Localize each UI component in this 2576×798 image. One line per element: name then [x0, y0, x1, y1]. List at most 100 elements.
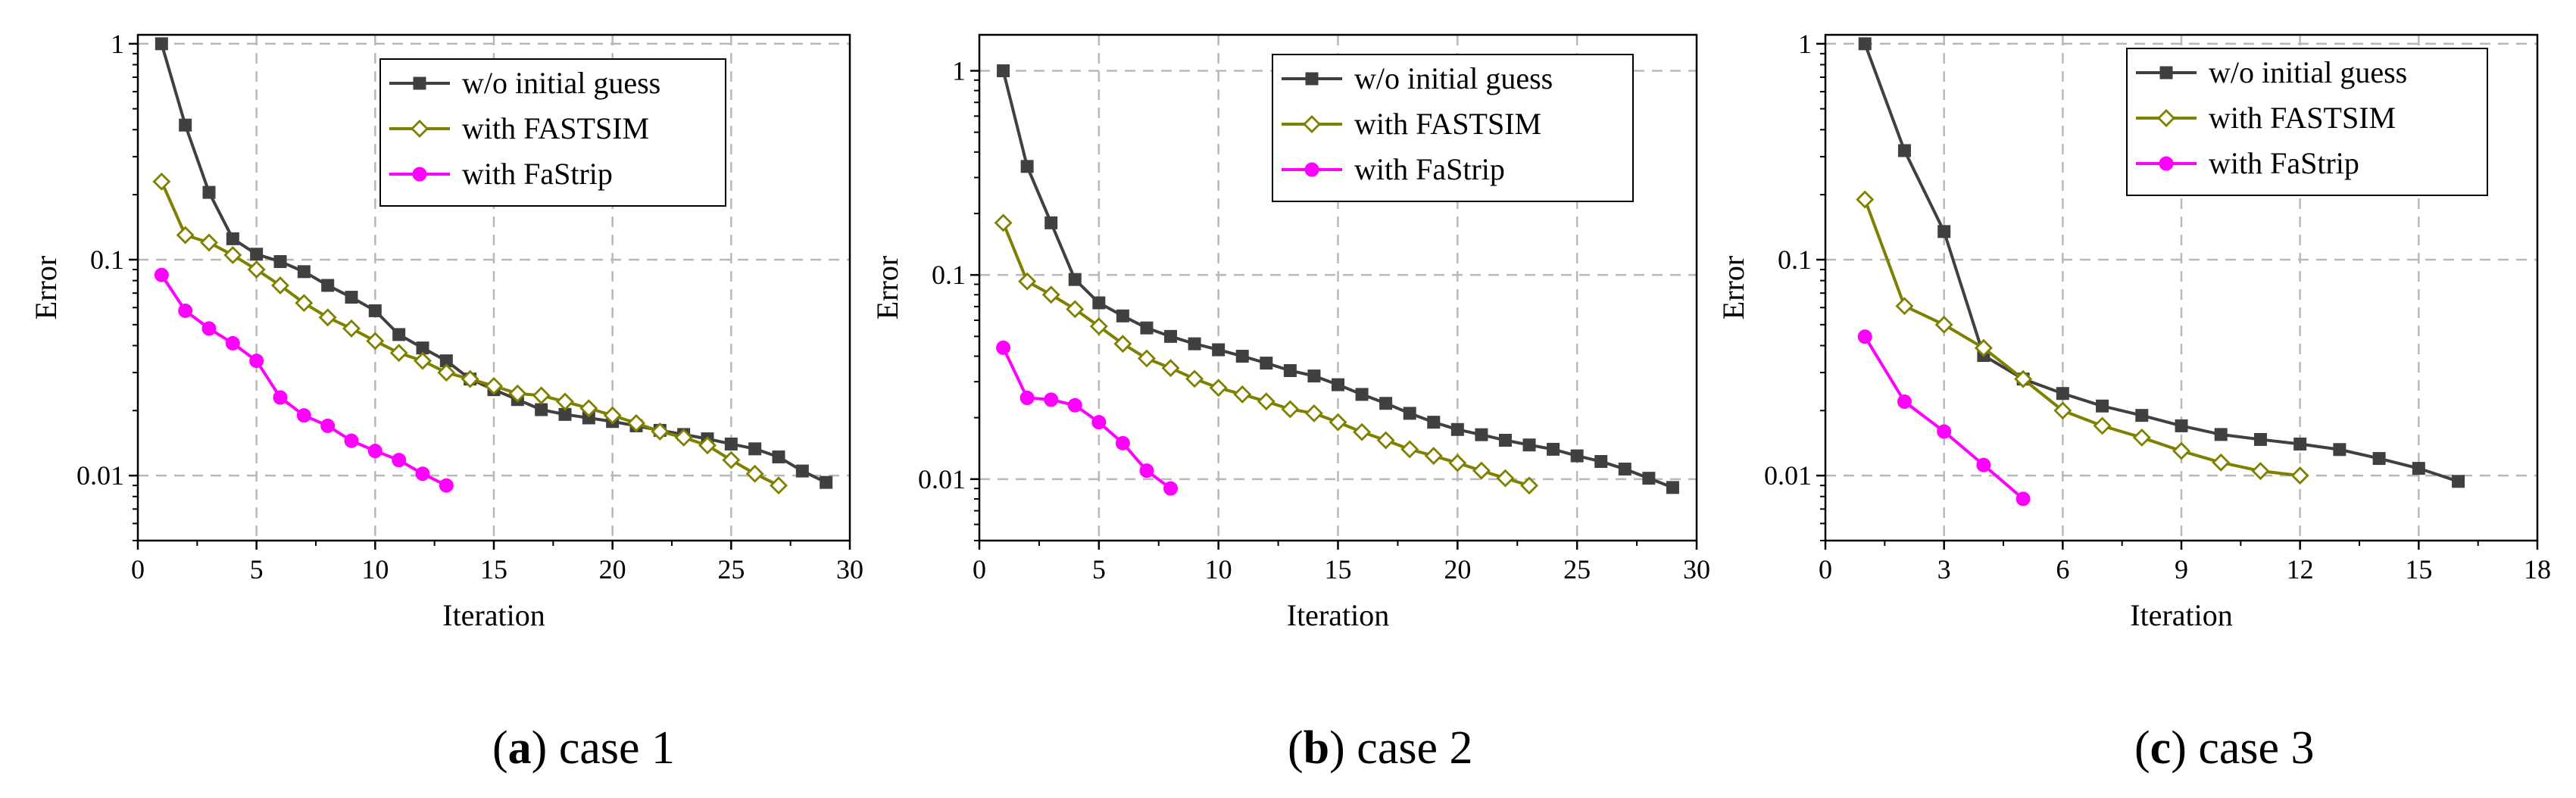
data-point — [2372, 452, 2386, 466]
legend-marker — [1304, 162, 1319, 177]
legend-item: w/o initial guess — [389, 66, 660, 100]
data-point — [2056, 387, 2069, 401]
x-tick-label: 10 — [1205, 554, 1232, 584]
legend-marker — [413, 76, 426, 90]
x-tick-label: 0 — [973, 554, 986, 584]
data-point — [1547, 442, 1560, 456]
x-tick-label: 0 — [1819, 554, 1832, 584]
data-point — [1570, 449, 1584, 463]
data-point — [1332, 378, 1344, 391]
data-point — [1974, 338, 1993, 357]
data-point — [1164, 329, 1178, 343]
data-point — [1400, 440, 1419, 459]
data-point — [249, 354, 264, 369]
data-point — [176, 226, 195, 245]
data-point — [1353, 422, 1372, 441]
data-point — [1233, 385, 1252, 404]
data-point — [674, 428, 693, 447]
data-point — [1937, 225, 1951, 238]
data-point — [225, 335, 240, 351]
data-point — [2172, 441, 2190, 460]
chart-caption: (c) case 3 — [2134, 722, 2315, 774]
data-point — [1067, 397, 1082, 413]
data-point — [1329, 413, 1347, 432]
caption-paren-close: ) — [2171, 722, 2198, 774]
data-point — [745, 464, 764, 483]
legend-item: with FaStrip — [1282, 152, 1505, 186]
series-with-fastsim — [1856, 190, 2309, 485]
legend-item: w/o initial guess — [2136, 55, 2407, 89]
legend-label: with FASTSIM — [2209, 101, 2396, 135]
data-point — [1044, 216, 1058, 229]
series-with-fastrip — [154, 267, 454, 493]
y-tick-label: 1 — [1798, 29, 1812, 59]
data-point — [273, 254, 287, 268]
data-point — [1897, 394, 1912, 410]
data-point — [1041, 285, 1060, 304]
x-tick-label: 30 — [836, 554, 863, 584]
chart-3: 0 3 6 9 12 15 18 0.01 0.1 1 Iteration Error w/o init… — [1716, 29, 2551, 774]
caption-paren-open: ( — [492, 722, 508, 774]
y-tick-label: 0.1 — [932, 260, 966, 290]
data-point — [1161, 359, 1180, 378]
data-point — [437, 363, 456, 382]
data-point — [2333, 443, 2347, 457]
legend-marker — [411, 120, 429, 138]
data-point — [1858, 37, 1872, 51]
y-axis-title: Error — [29, 256, 63, 320]
caption-letter: c — [2150, 722, 2172, 774]
data-point — [2214, 428, 2228, 441]
legend-marker — [1303, 115, 1321, 133]
x-tick-label: 0 — [131, 554, 145, 584]
data-point — [1257, 392, 1276, 411]
data-point — [414, 351, 432, 370]
series-with-fastrip — [1857, 329, 2031, 507]
data-point — [1089, 317, 1108, 336]
data-point — [200, 233, 218, 252]
caption-paren-close: ) — [532, 722, 559, 774]
data-point — [368, 304, 382, 317]
x-tick-label: 25 — [1563, 554, 1591, 584]
data-point — [2412, 462, 2425, 475]
data-point — [1472, 461, 1491, 480]
data-point — [178, 303, 193, 318]
caption-letter: a — [508, 722, 532, 774]
data-point — [273, 390, 288, 405]
x-axis-title: Iteration — [2130, 598, 2233, 632]
legend-marker — [412, 167, 427, 182]
data-point — [1666, 481, 1679, 494]
x-tick-label: 15 — [480, 554, 507, 584]
data-point — [627, 413, 645, 432]
data-point — [342, 319, 361, 338]
caption-paren-close: ) — [1329, 722, 1357, 774]
x-tick-label: 15 — [2405, 554, 2432, 584]
legend-label: w/o initial guess — [2209, 55, 2407, 89]
data-point — [392, 328, 406, 341]
chart-caption: (b) case 2 — [1288, 722, 1472, 774]
data-point — [1522, 438, 1536, 452]
data-point — [1856, 190, 1875, 209]
data-point — [1281, 400, 1300, 419]
data-point — [1424, 447, 1443, 466]
data-point — [1520, 476, 1539, 495]
data-point — [2290, 466, 2309, 485]
plot-area — [1856, 37, 2465, 507]
chart-caption: (a) case 1 — [492, 722, 675, 774]
data-point — [2212, 453, 2231, 472]
data-point — [345, 291, 358, 304]
chart-1: 0 5 10 15 20 25 30 0.01 0.1 1 Iteration Error w/o in… — [29, 29, 863, 774]
series-wo-initial-guess — [997, 64, 1679, 494]
legend-marker — [2159, 156, 2174, 171]
data-point — [535, 403, 548, 416]
x-axis-title: Iteration — [1287, 598, 1390, 632]
legend-item: with FASTSIM — [2136, 101, 2396, 135]
data-point — [1115, 435, 1130, 450]
data-point — [485, 376, 503, 395]
data-point — [366, 332, 385, 351]
data-point — [1139, 463, 1154, 478]
data-point — [1857, 329, 1872, 344]
data-point — [1019, 391, 1035, 406]
data-point — [1066, 300, 1085, 319]
legend-item: with FASTSIM — [389, 111, 649, 145]
data-point — [2093, 416, 2112, 435]
